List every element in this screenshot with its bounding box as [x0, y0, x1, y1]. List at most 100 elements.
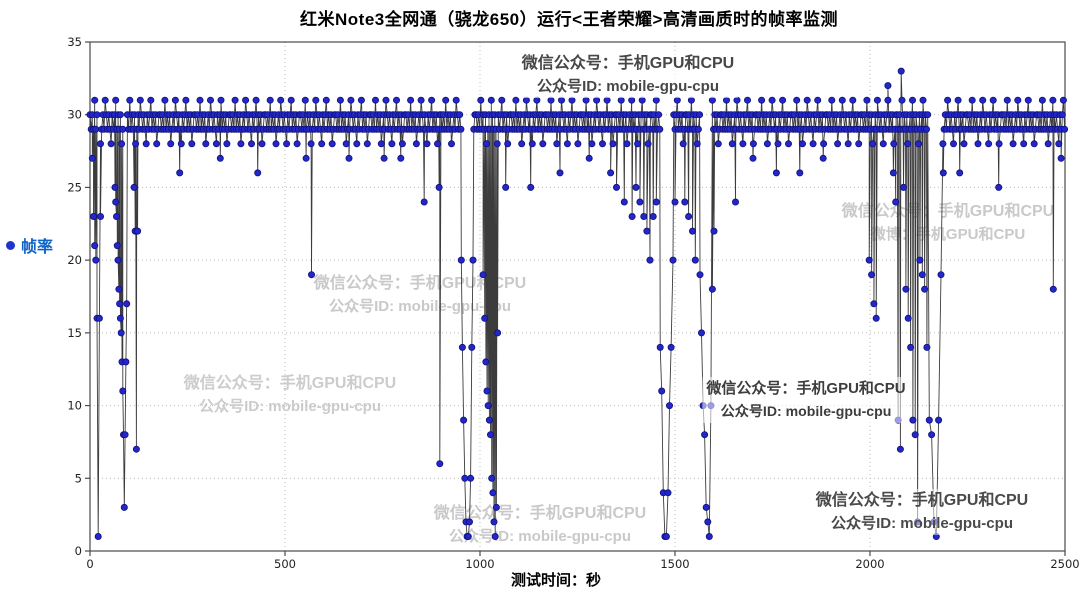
data-point: [638, 96, 646, 104]
data-point: [483, 387, 491, 395]
data-point: [658, 387, 666, 395]
data-point: [904, 314, 912, 322]
axes-border: [89, 41, 1066, 552]
data-point: [293, 140, 301, 148]
data-point: [126, 96, 134, 104]
data-point: [889, 169, 897, 177]
data-point: [242, 96, 250, 104]
data-point: [671, 198, 679, 206]
data-point: [456, 111, 464, 119]
data-point: [116, 111, 124, 119]
data-point: [553, 140, 561, 148]
data-point: [134, 227, 142, 235]
data-point: [869, 140, 877, 148]
data-point: [689, 227, 697, 235]
data-point: [132, 445, 140, 453]
data-point: [412, 140, 420, 148]
data-point: [182, 96, 190, 104]
data-point: [527, 183, 535, 191]
data-point: [803, 96, 811, 104]
data-point: [995, 183, 1003, 191]
data-point: [111, 183, 119, 191]
data-point: [868, 271, 876, 279]
data-point: [772, 169, 780, 177]
watermark-2-line-2: 微博：手机GPU和CPU: [870, 226, 1026, 243]
data-point: [484, 402, 492, 410]
data-point: [512, 96, 520, 104]
data-point: [116, 314, 124, 322]
data-point: [490, 518, 498, 526]
data-point: [483, 140, 491, 148]
data-point: [838, 96, 846, 104]
data-point: [1049, 96, 1057, 104]
data-point: [91, 242, 99, 250]
data-point: [989, 96, 997, 104]
data-point: [217, 96, 225, 104]
data-point: [879, 140, 887, 148]
data-point: [701, 431, 709, 439]
data-point: [1009, 140, 1017, 148]
data-point: [115, 285, 123, 293]
data-point: [121, 431, 129, 439]
data-point: [568, 96, 576, 104]
data-point: [732, 198, 740, 206]
data-point: [914, 140, 922, 148]
data-point: [588, 140, 596, 148]
data-point: [467, 474, 475, 482]
data-point: [1059, 96, 1067, 104]
data-point: [1049, 285, 1057, 293]
data-point: [918, 271, 926, 279]
data-point: [644, 140, 652, 148]
data-point: [382, 96, 390, 104]
data-point: [723, 96, 731, 104]
data-point: [113, 242, 121, 250]
data-point: [563, 140, 571, 148]
watermark-1-line-2: 公众号ID: mobile-gpu-cpu: [536, 78, 720, 95]
data-point: [188, 140, 196, 148]
data-point: [223, 140, 231, 148]
data-point: [322, 96, 330, 104]
data-point: [909, 416, 917, 424]
data-point: [196, 96, 204, 104]
data-point: [900, 183, 908, 191]
y-tick-label: 30: [67, 108, 82, 122]
data-point: [896, 445, 904, 453]
x-tick-label: 2500: [1050, 557, 1079, 571]
data-point: [582, 96, 590, 104]
data-point: [714, 140, 722, 148]
data-point: [985, 140, 993, 148]
data-point: [685, 212, 693, 220]
data-point: [120, 503, 128, 511]
data-point: [950, 140, 958, 148]
data-point: [477, 96, 485, 104]
data-point: [177, 140, 185, 148]
data-point: [623, 140, 631, 148]
watermark-1: 微信公众号：手机GPU和CPU 公众号ID: mobile-gpu-cpu: [517, 52, 739, 98]
data-point: [649, 212, 657, 220]
data-point: [287, 96, 295, 104]
data-point: [892, 198, 900, 206]
data-point: [1014, 96, 1022, 104]
data-point: [702, 503, 710, 511]
data-point: [301, 96, 309, 104]
data-point: [593, 96, 601, 104]
data-point: [696, 271, 704, 279]
data-point: [307, 271, 315, 279]
data-point: [357, 96, 365, 104]
data-point: [911, 431, 919, 439]
data-point: [397, 154, 405, 162]
data-point: [1061, 125, 1069, 133]
data-point: [556, 169, 564, 177]
data-point: [599, 140, 607, 148]
watermark-2-line-1: 微信公众号：手机GPU和CPU: [841, 203, 1055, 220]
data-point: [407, 96, 415, 104]
data-point: [937, 271, 945, 279]
data-point: [522, 96, 530, 104]
data-point: [436, 460, 444, 468]
data-point: [423, 140, 431, 148]
data-point: [142, 140, 150, 148]
data-point: [863, 96, 871, 104]
data-point: [974, 140, 982, 148]
data-point: [779, 96, 787, 104]
